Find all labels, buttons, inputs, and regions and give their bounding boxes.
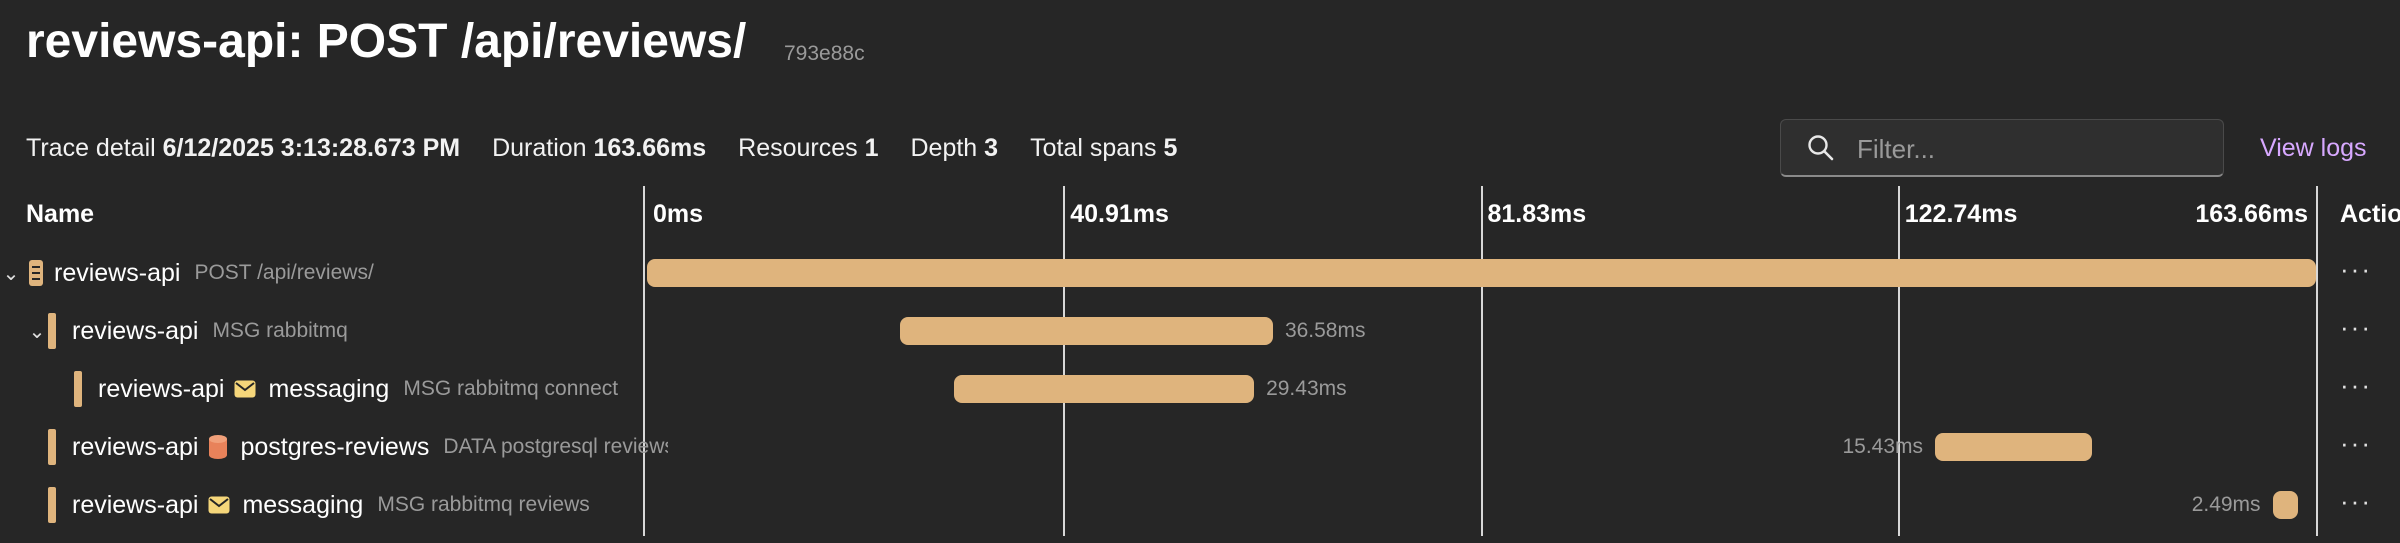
- timeline-tick-label: 122.74ms: [1904, 200, 2018, 228]
- more-actions-icon[interactable]: ···: [2340, 312, 2372, 342]
- timeline-gridline: [1063, 186, 1066, 536]
- span-duration-label: 36.58ms: [1284, 319, 1366, 342]
- service-color-strip: [48, 487, 56, 523]
- search-icon: [1808, 135, 1834, 161]
- trace-summary: Trace detail 6/12/2025 3:13:28.673 PM Du…: [26, 134, 1177, 163]
- span-row[interactable]: reviews-api postgres-reviews DATA postgres…: [0, 418, 2400, 476]
- service-color-strip: [48, 429, 56, 465]
- more-actions-icon[interactable]: ···: [2340, 254, 2372, 284]
- span-duration-bar[interactable]: [2272, 491, 2298, 519]
- filter-input[interactable]: [1855, 128, 2209, 170]
- timeline-tick-label: 40.91ms: [1070, 200, 1169, 228]
- name-column-header: Name: [26, 200, 95, 228]
- duration-stat: Duration 163.66ms: [492, 134, 707, 162]
- span-duration-label: 2.49ms: [2191, 493, 2261, 516]
- more-actions-icon[interactable]: ···: [2340, 486, 2372, 516]
- envelope-icon: [234, 380, 256, 398]
- view-logs-link[interactable]: View logs: [2260, 134, 2367, 162]
- span-detail: MSG rabbitmq reviews: [377, 493, 590, 516]
- span-service-name: reviews-api: [72, 316, 199, 345]
- span-detail: MSG rabbitmq connect: [403, 377, 619, 400]
- span-row[interactable]: reviews-api messaging MSG rabbitmq reviews…: [0, 476, 2400, 534]
- actions-column-header: Actio: [2340, 200, 2400, 228]
- trace-id: 793e88c: [784, 42, 865, 65]
- chevron-down-icon[interactable]: ⌄: [28, 320, 46, 343]
- timeline-gridline: [1897, 186, 1900, 536]
- depth-stat: Depth 3: [910, 134, 999, 162]
- span-service-name: reviews-api: [72, 490, 199, 519]
- timeline-tick-label: 81.83ms: [1487, 200, 1587, 228]
- span-name-cell: reviews-api messaging MSG rabbitmq reviews: [0, 476, 668, 534]
- span-name-cell: reviews-api postgres-reviews DATA postgres…: [0, 418, 668, 476]
- span-destination: postgres-reviews: [240, 432, 430, 461]
- page-title: reviews-api: POST /api/reviews/: [26, 15, 747, 68]
- span-duration-label: 15.43ms: [1842, 435, 1924, 458]
- span-name-cell: ⌄ reviews-api POST /api/reviews/: [0, 244, 642, 302]
- span-duration-label: 29.43ms: [1266, 377, 1347, 400]
- timeline-tick-label: 0ms: [653, 200, 704, 228]
- timeline-gridline: [1480, 186, 1483, 536]
- envelope-icon: [208, 496, 230, 514]
- name-column-divider: [643, 186, 645, 536]
- span-service-name: reviews-api: [72, 432, 199, 461]
- service-color-strip: [74, 371, 82, 407]
- span-service-name: reviews-api: [98, 374, 225, 403]
- span-duration-bar[interactable]: [647, 259, 2316, 287]
- chevron-down-icon[interactable]: ⌄: [2, 262, 20, 285]
- span-duration-bar[interactable]: [899, 317, 1273, 345]
- trace-detail: Trace detail 6/12/2025 3:13:28.673 PM: [26, 134, 461, 162]
- database-icon: [208, 434, 228, 460]
- span-detail: DATA postgresql reviews: [443, 435, 668, 458]
- span-row[interactable]: ⌄ reviews-api MSG rabbitmq 36.58ms ···: [0, 302, 2400, 360]
- span-row[interactable]: ⌄ reviews-api POST /api/reviews/ ···: [0, 244, 2400, 302]
- resources-stat: Resources 1: [738, 134, 879, 162]
- span-row[interactable]: reviews-api messaging MSG rabbitmq connect…: [0, 360, 2400, 418]
- span-name-cell: ⌄ reviews-api MSG rabbitmq: [0, 302, 668, 360]
- span-service-name: reviews-api: [54, 258, 181, 287]
- actions-column-divider: [2316, 186, 2318, 536]
- total-spans-stat: Total spans 5: [1030, 134, 1178, 162]
- span-destination: messaging: [268, 374, 390, 403]
- span-detail: POST /api/reviews/: [194, 261, 374, 284]
- more-actions-icon[interactable]: ···: [2340, 428, 2372, 458]
- filter-box[interactable]: [1780, 119, 2224, 177]
- span-duration-bar[interactable]: [1935, 433, 2093, 461]
- timeline-tick-label: 163.66ms: [2195, 200, 2308, 228]
- span-name-cell: reviews-api messaging MSG rabbitmq connect: [0, 360, 694, 418]
- span-duration-bar[interactable]: [953, 375, 1255, 403]
- span-detail: MSG rabbitmq: [212, 319, 348, 342]
- service-color-strip: [48, 313, 56, 349]
- span-destination: messaging: [242, 490, 364, 519]
- server-icon: [28, 259, 44, 287]
- more-actions-icon[interactable]: ···: [2340, 370, 2372, 400]
